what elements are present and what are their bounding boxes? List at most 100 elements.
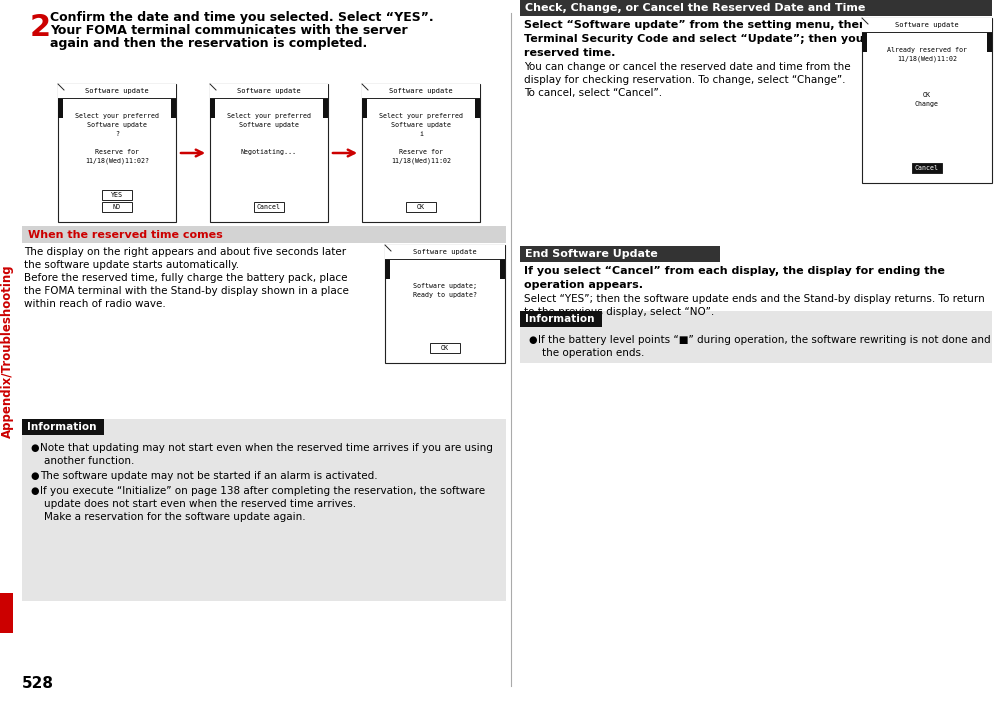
- Text: Already reserved for: Already reserved for: [886, 47, 966, 53]
- Text: update does not start even when the reserved time arrives.: update does not start even when the rese…: [44, 499, 356, 509]
- Bar: [323, 98, 328, 118]
- Text: Appendix/Troubleshooting: Appendix/Troubleshooting: [0, 264, 13, 438]
- Text: Software update: Software update: [85, 88, 148, 94]
- Text: Software update: Software update: [389, 88, 452, 94]
- Text: within reach of radio wave.: within reach of radio wave.: [24, 299, 165, 309]
- Bar: [22, 226, 506, 243]
- Text: 528: 528: [22, 676, 54, 690]
- Text: If the battery level points “■” during operation, the software rewriting is not : If the battery level points “■” during o…: [538, 335, 990, 345]
- Text: the operation ends.: the operation ends.: [542, 348, 644, 358]
- Bar: [520, 246, 719, 262]
- Bar: [362, 98, 367, 118]
- Text: To cancel, select “Cancel”.: To cancel, select “Cancel”.: [524, 88, 661, 98]
- Text: The software update may not be started if an alarm is activated.: The software update may not be started i…: [40, 471, 377, 481]
- Text: ●: ●: [30, 443, 38, 453]
- Text: OK: OK: [440, 345, 448, 351]
- Bar: [362, 84, 479, 222]
- Text: Reserve for: Reserve for: [398, 149, 442, 155]
- Text: OK: OK: [416, 204, 424, 210]
- Bar: [58, 98, 63, 118]
- Text: Your FOMA terminal communicates with the server: Your FOMA terminal communicates with the…: [50, 24, 407, 37]
- Text: If you execute “Initialize” on page 138 after completing the reservation, the so: If you execute “Initialize” on page 138 …: [40, 486, 484, 496]
- Text: If you select “Cancel” from each display, the display for ending the: If you select “Cancel” from each display…: [524, 266, 944, 276]
- Text: Before the reserved time, fully charge the battery pack, place: Before the reserved time, fully charge t…: [24, 273, 347, 283]
- Text: Software update: Software update: [239, 122, 299, 128]
- Text: End Software Update: End Software Update: [525, 249, 657, 259]
- Bar: [862, 32, 867, 52]
- Bar: [384, 245, 505, 363]
- Bar: [58, 84, 176, 222]
- Text: Select “YES”; then the software update ends and the Stand-by display returns. To: Select “YES”; then the software update e…: [524, 294, 984, 304]
- Text: display for checking reservation. To change, select “Change”.: display for checking reservation. To cha…: [524, 75, 845, 85]
- Bar: [102, 190, 131, 200]
- Text: Ready to update?: Ready to update?: [412, 292, 476, 298]
- Text: Software update: Software update: [237, 88, 301, 94]
- Bar: [210, 84, 328, 222]
- Bar: [0, 593, 13, 633]
- Text: ?: ?: [115, 131, 119, 137]
- Bar: [171, 98, 176, 118]
- Text: When the reserved time comes: When the reserved time comes: [28, 229, 223, 240]
- Text: NO: NO: [113, 204, 121, 210]
- Text: Change: Change: [914, 101, 938, 107]
- Bar: [210, 98, 215, 118]
- Bar: [986, 32, 991, 52]
- Bar: [102, 202, 131, 212]
- Text: Select your preferred: Select your preferred: [378, 113, 462, 119]
- Text: Software update: Software update: [412, 249, 476, 255]
- Text: another function.: another function.: [44, 456, 134, 466]
- Text: Reserve for: Reserve for: [95, 149, 138, 155]
- Bar: [362, 84, 479, 98]
- Text: Cancel: Cancel: [914, 165, 938, 171]
- Text: ●: ●: [528, 335, 536, 345]
- Bar: [384, 259, 389, 279]
- Text: to the previous display, select “NO”.: to the previous display, select “NO”.: [524, 307, 713, 317]
- Text: ●: ●: [30, 486, 38, 496]
- Text: Software update: Software update: [895, 22, 958, 28]
- Bar: [254, 202, 284, 212]
- Text: reserved time.: reserved time.: [524, 48, 615, 58]
- Text: Terminal Security Code and select “Update”; then you can confirm the: Terminal Security Code and select “Updat…: [524, 34, 965, 44]
- Text: Software update: Software update: [390, 122, 450, 128]
- Bar: [520, 311, 991, 363]
- Text: the FOMA terminal with the Stand-by display shown in a place: the FOMA terminal with the Stand-by disp…: [24, 286, 348, 296]
- Text: operation appears.: operation appears.: [524, 280, 642, 290]
- Bar: [384, 245, 505, 259]
- Text: YES: YES: [111, 192, 123, 198]
- Text: The display on the right appears and about five seconds later: The display on the right appears and abo…: [24, 247, 346, 257]
- Bar: [22, 419, 506, 601]
- Text: Confirm the date and time you selected. Select “YES”.: Confirm the date and time you selected. …: [50, 11, 433, 24]
- Bar: [862, 18, 991, 32]
- Text: OK: OK: [922, 92, 930, 98]
- Text: 11/18(Wed)11:02: 11/18(Wed)11:02: [390, 158, 450, 165]
- Bar: [911, 163, 941, 173]
- Bar: [474, 98, 479, 118]
- Text: Information: Information: [27, 422, 96, 432]
- Text: Check, Change, or Cancel the Reserved Date and Time: Check, Change, or Cancel the Reserved Da…: [525, 3, 865, 13]
- Bar: [210, 84, 328, 98]
- Bar: [499, 259, 505, 279]
- Text: Note that updating may not start even when the reserved time arrives if you are : Note that updating may not start even wh…: [40, 443, 492, 453]
- Text: the software update starts automatically.: the software update starts automatically…: [24, 260, 239, 270]
- Text: Make a reservation for the software update again.: Make a reservation for the software upda…: [44, 512, 305, 522]
- Bar: [58, 84, 176, 98]
- Text: 11/18(Wed)11:02?: 11/18(Wed)11:02?: [85, 158, 148, 165]
- Text: Software update: Software update: [87, 122, 146, 128]
- Text: You can change or cancel the reserved date and time from the: You can change or cancel the reserved da…: [524, 62, 850, 72]
- Bar: [862, 18, 991, 183]
- Text: i: i: [418, 131, 422, 137]
- Text: Select your preferred: Select your preferred: [227, 113, 311, 119]
- Text: Select your preferred: Select your preferred: [75, 113, 158, 119]
- Text: ●: ●: [30, 471, 38, 481]
- Text: again and then the reservation is completed.: again and then the reservation is comple…: [50, 37, 367, 50]
- Text: 11/18(Wed)11:02: 11/18(Wed)11:02: [896, 56, 956, 62]
- Text: Select “Software update” from the setting menu, then enter your: Select “Software update” from the settin…: [524, 20, 936, 30]
- Bar: [22, 419, 104, 435]
- Bar: [429, 343, 459, 353]
- Text: Negotiating...: Negotiating...: [241, 149, 297, 155]
- Bar: [405, 202, 435, 212]
- Text: Cancel: Cancel: [257, 204, 281, 210]
- Text: 2: 2: [30, 13, 51, 42]
- Bar: [520, 0, 991, 16]
- Text: Information: Information: [525, 314, 594, 324]
